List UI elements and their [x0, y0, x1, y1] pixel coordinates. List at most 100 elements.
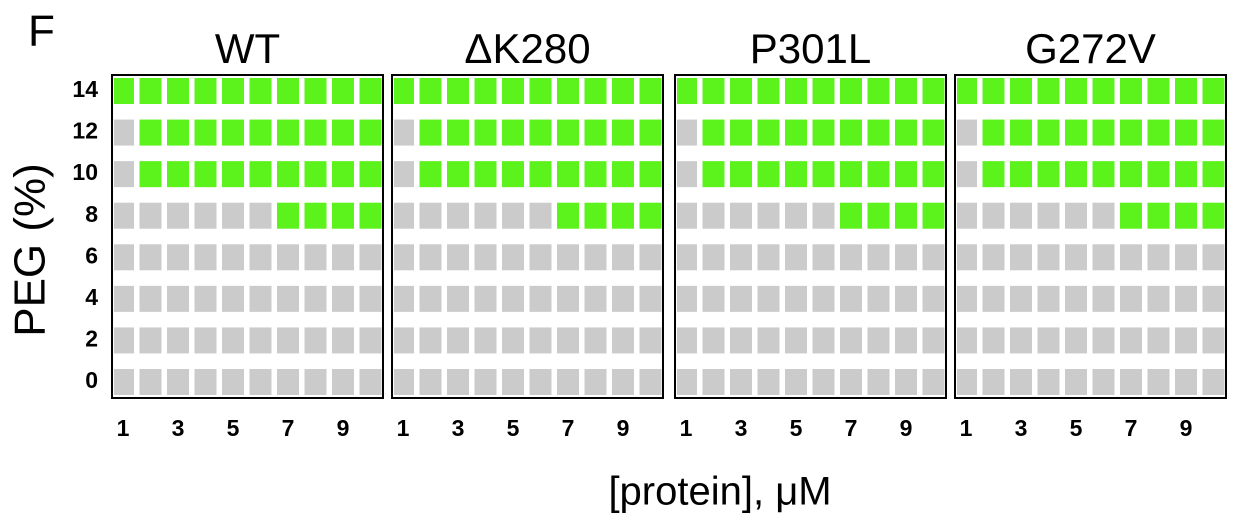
cell [812, 161, 835, 188]
cell [702, 369, 725, 395]
cell [332, 78, 354, 104]
panel-title: ΔK280 [464, 25, 590, 72]
cell [194, 327, 217, 354]
cell [584, 244, 607, 271]
cell [304, 327, 327, 354]
cell [249, 119, 272, 146]
y-tick-label: 0 [85, 367, 98, 393]
cell [249, 78, 272, 104]
cell [529, 119, 552, 146]
cell [1120, 78, 1142, 104]
cell [812, 327, 835, 354]
cell [277, 202, 299, 229]
cell [1120, 119, 1142, 146]
cell [332, 161, 354, 188]
cell [167, 202, 189, 229]
cell [394, 244, 414, 271]
cell [249, 369, 272, 395]
cell [730, 161, 752, 188]
x-tick-label: 3 [1015, 415, 1028, 441]
cell [139, 161, 162, 188]
cell [840, 202, 862, 229]
cell [139, 202, 162, 229]
cell [785, 327, 807, 354]
cell [584, 202, 607, 229]
cell [114, 244, 134, 271]
cell [474, 369, 497, 395]
cell [359, 119, 382, 146]
cell [114, 202, 134, 229]
cell [249, 202, 272, 229]
x-tick-label: 7 [562, 415, 575, 441]
cell [1202, 161, 1225, 188]
cell [194, 161, 217, 188]
cell [1120, 202, 1142, 229]
cell [167, 327, 189, 354]
cell [957, 78, 977, 104]
cell [114, 78, 134, 104]
cell [139, 78, 162, 104]
cell [840, 161, 862, 188]
cell [359, 327, 382, 354]
cell [1010, 327, 1032, 354]
cell [1202, 78, 1225, 104]
cell [1037, 161, 1060, 188]
cell [639, 202, 662, 229]
cell [1065, 161, 1087, 188]
cell [840, 78, 862, 104]
cell [332, 244, 354, 271]
cell [922, 327, 945, 354]
cell [702, 202, 725, 229]
y-tick-label: 14 [72, 76, 98, 102]
cell [1092, 244, 1115, 271]
cell [584, 161, 607, 188]
cell [529, 202, 552, 229]
cell [785, 285, 807, 312]
cell [167, 369, 189, 395]
x-tick-label: 3 [452, 415, 465, 441]
cell [730, 202, 752, 229]
cell [194, 119, 217, 146]
cell [1147, 285, 1170, 312]
cell [474, 327, 497, 354]
cell [249, 244, 272, 271]
cell [529, 327, 552, 354]
cell [114, 119, 134, 146]
cell [1065, 369, 1087, 395]
cell [639, 369, 662, 395]
cell [840, 369, 862, 395]
cell [1202, 285, 1225, 312]
cell [1147, 161, 1170, 188]
cell [194, 244, 217, 271]
cell [840, 119, 862, 146]
cell [922, 202, 945, 229]
cell [1065, 119, 1087, 146]
cell [1175, 161, 1197, 188]
cell [1065, 285, 1087, 312]
cell [557, 285, 579, 312]
cell [867, 119, 890, 146]
cell [677, 285, 697, 312]
cell [957, 202, 977, 229]
cell [702, 285, 725, 312]
cell [419, 161, 442, 188]
cell [1120, 161, 1142, 188]
cell [222, 244, 244, 271]
cell [895, 369, 917, 395]
cell [557, 244, 579, 271]
cell [557, 119, 579, 146]
cell [982, 369, 1005, 395]
cell [867, 285, 890, 312]
cell [812, 119, 835, 146]
cell [757, 78, 780, 104]
cell [785, 161, 807, 188]
cell [982, 119, 1005, 146]
x-tick-label: 1 [680, 415, 693, 441]
cell [529, 285, 552, 312]
cell [419, 369, 442, 395]
y-tick-label: 2 [85, 326, 98, 352]
cell [895, 119, 917, 146]
cell [1120, 369, 1142, 395]
cell [677, 202, 697, 229]
cell [895, 161, 917, 188]
